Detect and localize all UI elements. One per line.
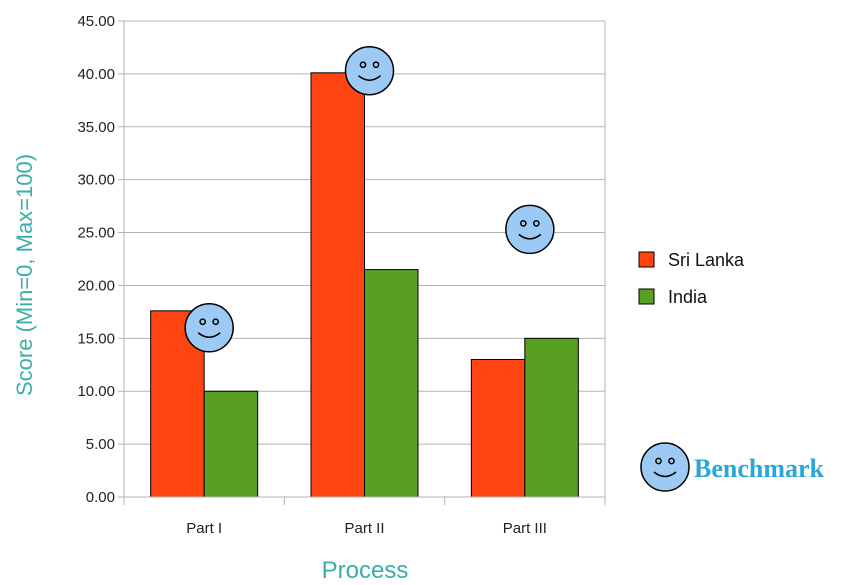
smiley-eye (372, 61, 380, 69)
bar-india (203, 390, 259, 498)
benchmark-key: Benchmark (640, 442, 825, 492)
x-tick-label: Part III (503, 520, 547, 537)
legend-swatch (638, 251, 655, 268)
smiley-eye (519, 220, 527, 227)
legend-swatch (638, 288, 655, 305)
y-tick-label: 10.00 (77, 383, 115, 400)
legend: Sri Lanka India (638, 250, 745, 307)
y-tick-labels: 0.00 5.00 10.00 15.00 20.00 25.00 30.00 35.00 40… (77, 13, 115, 506)
smiley-eye (655, 457, 662, 465)
y-tick-label: 30.00 (77, 172, 115, 189)
smiley-mouth (358, 75, 381, 81)
y-axis-title: Score (Min=0, Max=100) (12, 154, 37, 396)
y-tick-label: 0.00 (86, 489, 115, 506)
benchmark-marker (344, 45, 395, 96)
smiley-eye (212, 318, 220, 326)
smiley-mouth (197, 332, 221, 339)
bar-sri-lanka (310, 72, 365, 498)
smiley-eye (199, 318, 207, 326)
y-tick-label: 15.00 (77, 330, 115, 347)
smiley-face (505, 204, 555, 255)
legend-label: India (668, 287, 708, 307)
smiley-face (184, 303, 234, 353)
x-tick-labels: Part I Part II Part III (186, 520, 547, 537)
y-tick-label: 45.00 (77, 13, 115, 30)
x-tick-label: Part II (344, 520, 384, 537)
bars (150, 72, 579, 498)
bar-india (364, 269, 419, 498)
smiley-face (344, 45, 395, 96)
axes (118, 20, 606, 505)
benchmark-label: Benchmark (694, 454, 825, 483)
y-tick-label: 40.00 (77, 66, 115, 83)
smiley-mouth (518, 233, 542, 240)
smiley-eye (668, 457, 675, 465)
smiley-eye (532, 220, 540, 227)
y-tick-label: 25.00 (77, 225, 115, 242)
legend-label: Sri Lanka (668, 250, 745, 270)
x-axis-title: Process (322, 557, 409, 584)
benchmark-key-icon (640, 442, 690, 492)
bar-sri-lanka (470, 358, 526, 498)
benchmark-markers (184, 45, 555, 353)
bar-india (524, 337, 579, 498)
y-tick-label: 35.00 (77, 119, 115, 136)
y-tick-label: 20.00 (77, 277, 115, 294)
smiley-mouth (653, 471, 677, 478)
y-tick-label: 5.00 (86, 436, 115, 453)
benchmark-marker (505, 204, 555, 255)
smiley-eye (359, 61, 367, 69)
smiley-face (640, 442, 690, 492)
x-tick-label: Part I (186, 520, 222, 537)
benchmark-marker (184, 303, 234, 353)
